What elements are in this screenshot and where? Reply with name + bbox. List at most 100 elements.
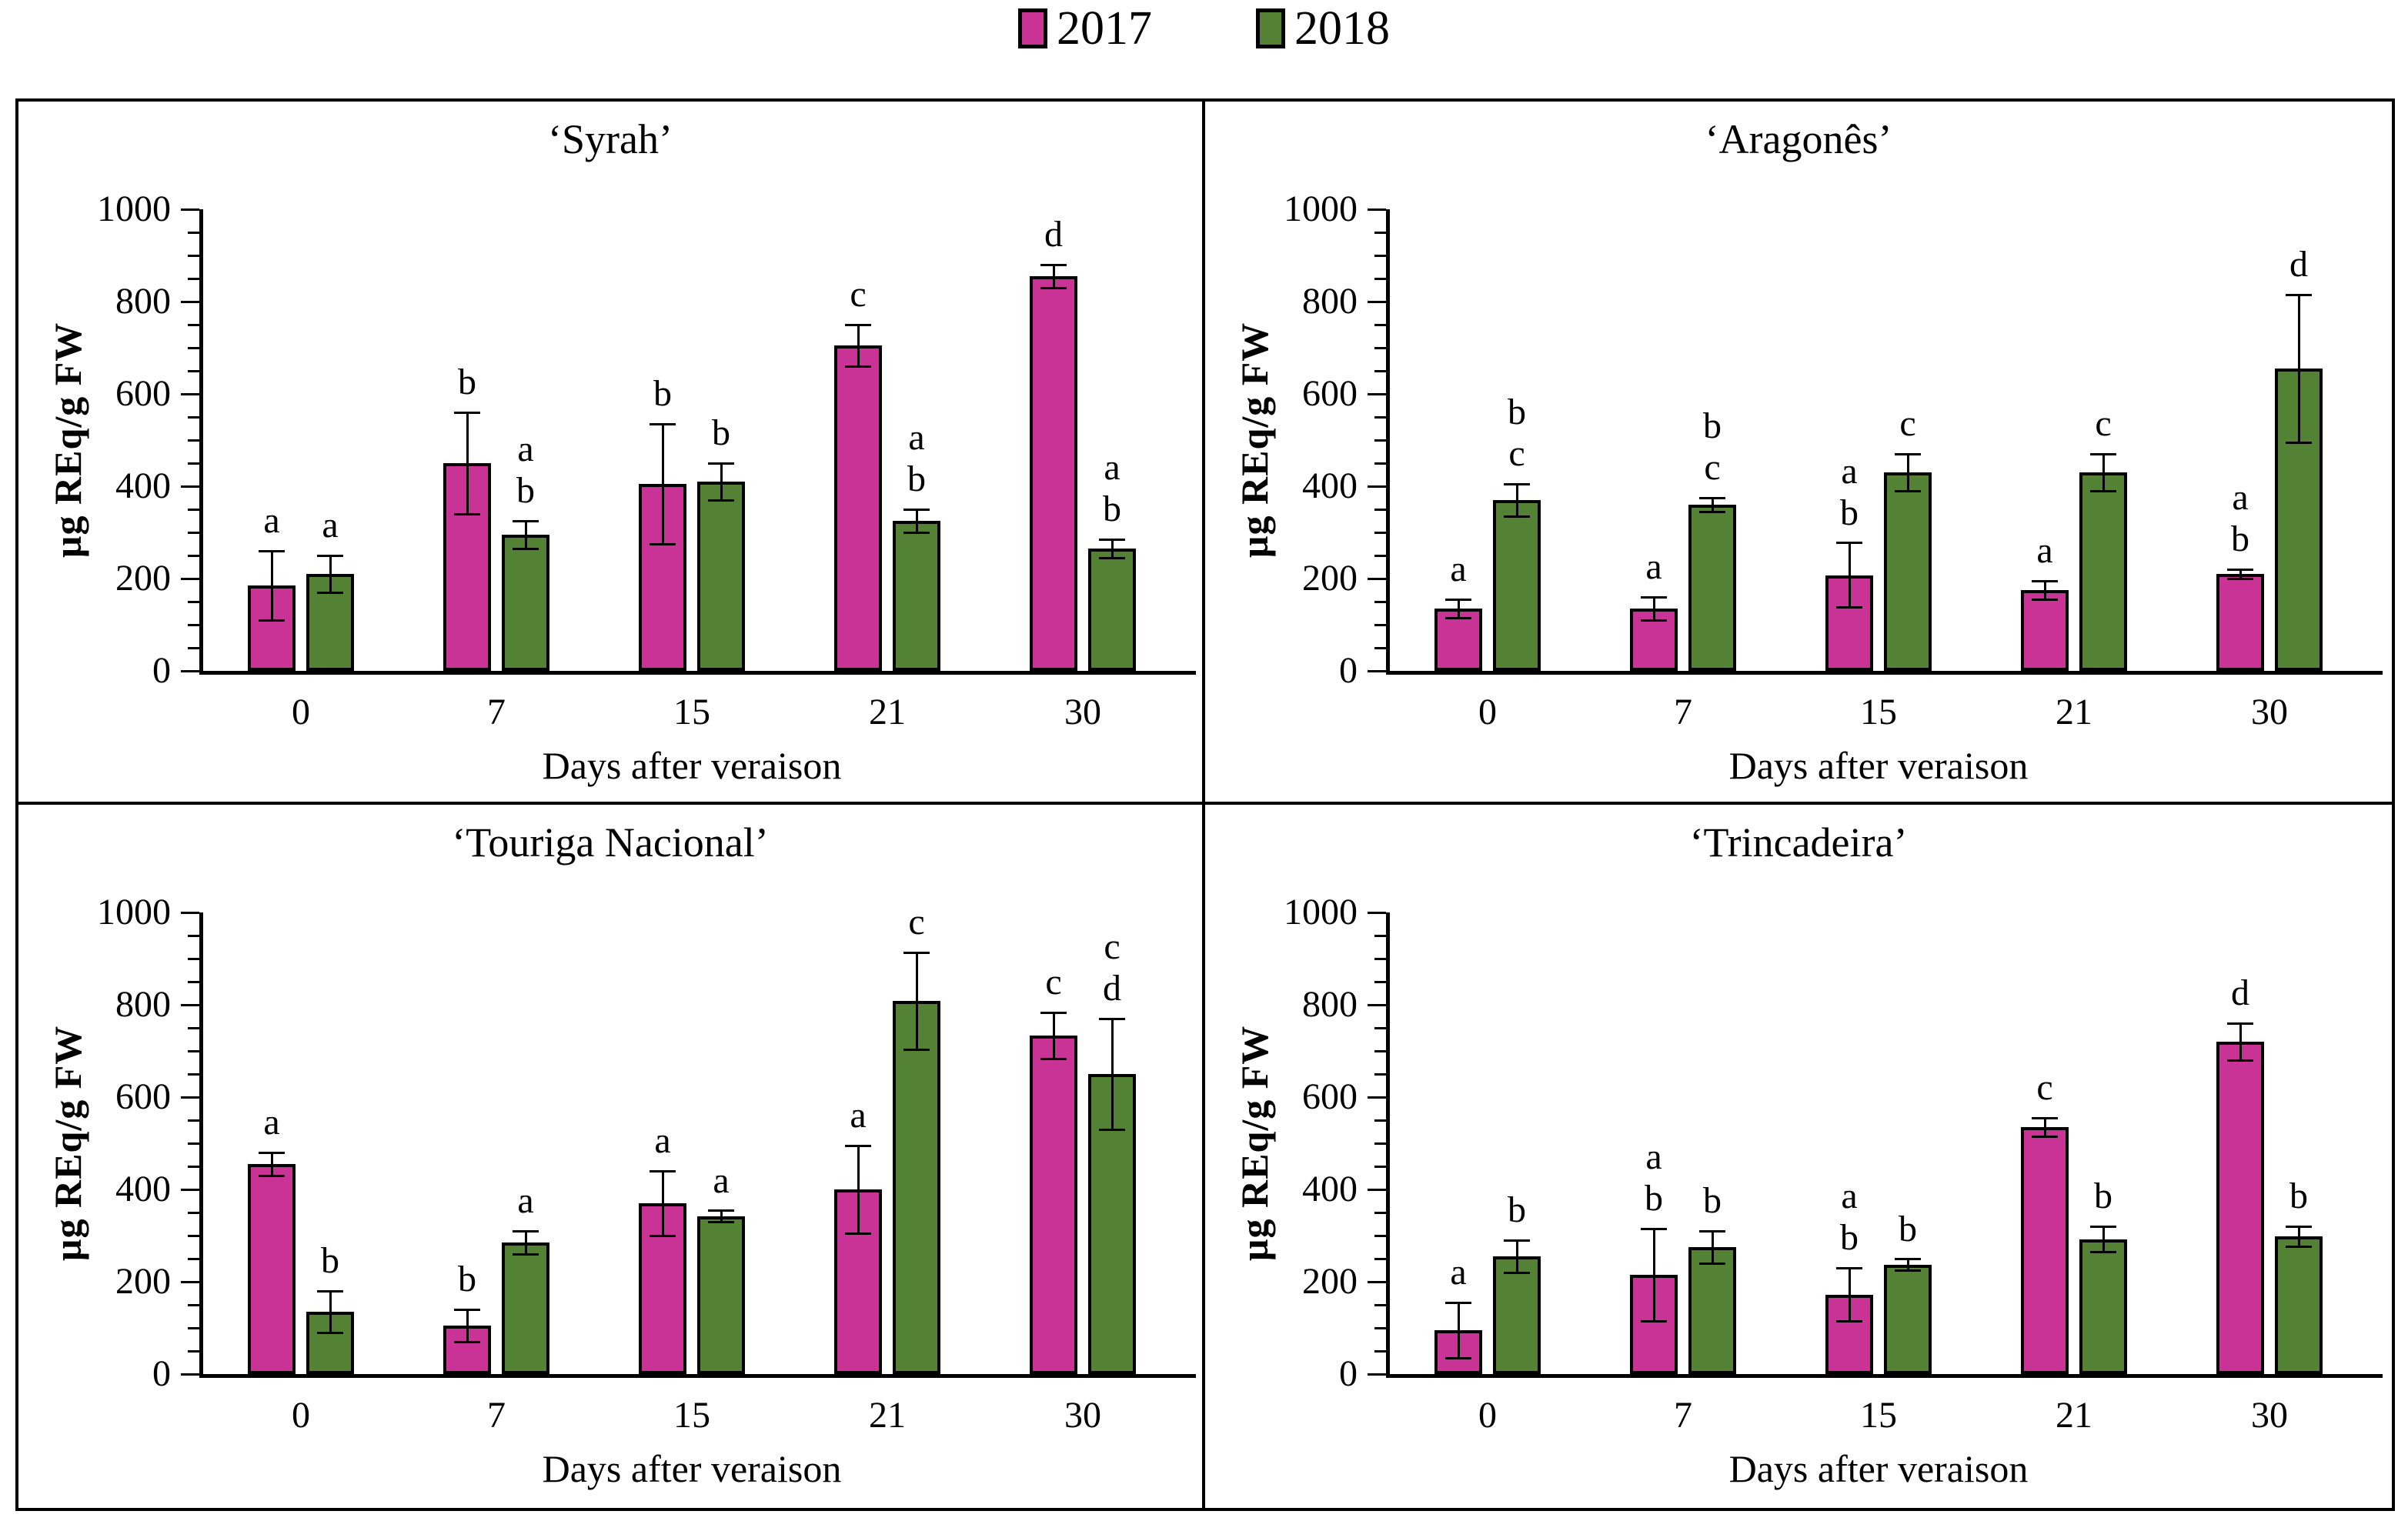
error-bar-line	[329, 1291, 332, 1333]
y-minor-tick	[1374, 1119, 1386, 1122]
error-bar-cap-top	[708, 1209, 734, 1212]
bar-2018	[2275, 1236, 2323, 1374]
x-tick-label: 7	[487, 692, 506, 732]
bar-2018	[893, 521, 940, 671]
significance-letter: b	[1645, 1178, 1663, 1219]
x-tick-label: 15	[673, 692, 710, 732]
panel-title: ‘Touriga Nacional’	[452, 819, 769, 866]
y-major-tick	[181, 577, 199, 580]
y-minor-tick	[1374, 1165, 1386, 1168]
significance-letter: b	[1508, 1189, 1526, 1230]
y-minor-tick	[1374, 1142, 1386, 1145]
y-minor-tick	[188, 1049, 199, 1052]
significance-letter: b	[2094, 1176, 2112, 1216]
bar-2017	[1030, 1036, 1077, 1374]
error-bar-line	[857, 325, 860, 366]
error-bar-cap-top	[2227, 1022, 2253, 1025]
significance-letter: a	[2232, 477, 2249, 518]
y-major-tick	[181, 485, 199, 488]
y-minor-tick	[188, 1142, 199, 1145]
error-bar-line	[270, 551, 273, 620]
y-minor-tick	[1374, 346, 1386, 349]
y-major-tick	[181, 1280, 199, 1283]
significance-letter: d	[2231, 972, 2249, 1013]
y-major-tick	[1368, 1096, 1386, 1099]
error-bar-line	[2102, 454, 2105, 491]
error-bar-cap-top	[1504, 1239, 1530, 1242]
significance-letter: a	[1841, 450, 1858, 492]
error-bar-cap-bottom	[1099, 1128, 1125, 1131]
error-bar-line	[1052, 1012, 1055, 1059]
y-minor-tick	[188, 1349, 199, 1353]
significance-letter: a	[1841, 1176, 1858, 1216]
y-minor-tick	[1374, 1211, 1386, 1214]
y-minor-tick	[188, 1211, 199, 1214]
bar-2018	[2275, 369, 2323, 671]
y-major-tick	[1368, 577, 1386, 580]
y-minor-tick	[1374, 1326, 1386, 1329]
legend-label-2017: 2017	[1057, 2, 1152, 55]
error-bar-cap-top	[1836, 1266, 1862, 1269]
y-minor-tick	[188, 1234, 199, 1237]
y-major-tick	[181, 1373, 199, 1376]
error-bar-line	[661, 1171, 664, 1236]
bar-2017	[2216, 574, 2264, 671]
error-bar-line	[2297, 1226, 2300, 1247]
panel-title: ‘Trincadeira’	[1689, 819, 1908, 866]
significance-letters: b	[712, 412, 730, 454]
y-minor-tick	[1374, 231, 1386, 234]
x-tick-label: 15	[1860, 692, 1897, 732]
y-minor-tick	[1374, 957, 1386, 960]
error-bar-cap-bottom	[903, 1048, 930, 1051]
error-bar-cap-top	[454, 411, 480, 414]
error-bar-cap-bottom	[259, 1174, 285, 1177]
error-bar-cap-bottom	[708, 1220, 734, 1223]
error-bar-cap-top	[1445, 598, 1471, 601]
error-bar-cap-top	[513, 519, 539, 522]
bar-2017	[1630, 1275, 1678, 1374]
y-major-tick	[1368, 1373, 1386, 1376]
error-bar-cap-top	[1699, 496, 1725, 499]
y-tick-label: 0	[152, 1353, 171, 1394]
error-bar-line	[1515, 484, 1518, 516]
error-bar-cap-bottom	[454, 1340, 480, 1343]
error-bar-line	[1110, 539, 1114, 558]
error-bar-cap-bottom	[2090, 489, 2116, 492]
significance-letter: c	[2095, 403, 2112, 444]
error-bar-cap-bottom	[1040, 1057, 1067, 1060]
significance-letters: d	[2231, 972, 2249, 1014]
significance-letter: c	[1704, 447, 1721, 488]
y-minor-tick	[1374, 934, 1386, 937]
y-major-tick	[1368, 1003, 1386, 1006]
y-minor-tick	[188, 439, 199, 442]
y-minor-tick	[1374, 277, 1386, 280]
y-major-tick	[1368, 208, 1386, 211]
x-axis-title: Days after veraison	[542, 744, 842, 787]
bar-2018	[1884, 472, 1932, 671]
error-bar-line	[1848, 1268, 1851, 1322]
error-bar-line	[661, 424, 664, 544]
y-minor-tick	[188, 508, 199, 511]
y-major-tick	[1368, 1280, 1386, 1283]
significance-letters: a	[517, 1180, 533, 1222]
significance-letter: a	[1645, 1136, 1662, 1177]
y-minor-tick	[1374, 1072, 1386, 1076]
y-minor-tick	[1374, 554, 1386, 557]
error-bar-cap-top	[2090, 1225, 2116, 1228]
error-bar-cap-bottom	[317, 591, 343, 594]
error-bar-line	[2239, 1023, 2242, 1060]
significance-letters: a	[2036, 530, 2052, 572]
significance-letter: a	[1645, 546, 1662, 587]
x-axis-line	[1386, 671, 2383, 675]
error-bar-line	[2043, 581, 2046, 599]
error-bar-cap-bottom	[1895, 489, 1921, 492]
significance-letters: b	[458, 362, 476, 403]
x-tick-label: 0	[292, 692, 310, 732]
y-minor-tick	[1374, 254, 1386, 257]
significance-letter: d	[1103, 968, 1121, 1009]
significance-letter: a	[850, 1095, 867, 1136]
error-bar-cap-bottom	[454, 512, 480, 515]
y-minor-tick	[1374, 1303, 1386, 1306]
